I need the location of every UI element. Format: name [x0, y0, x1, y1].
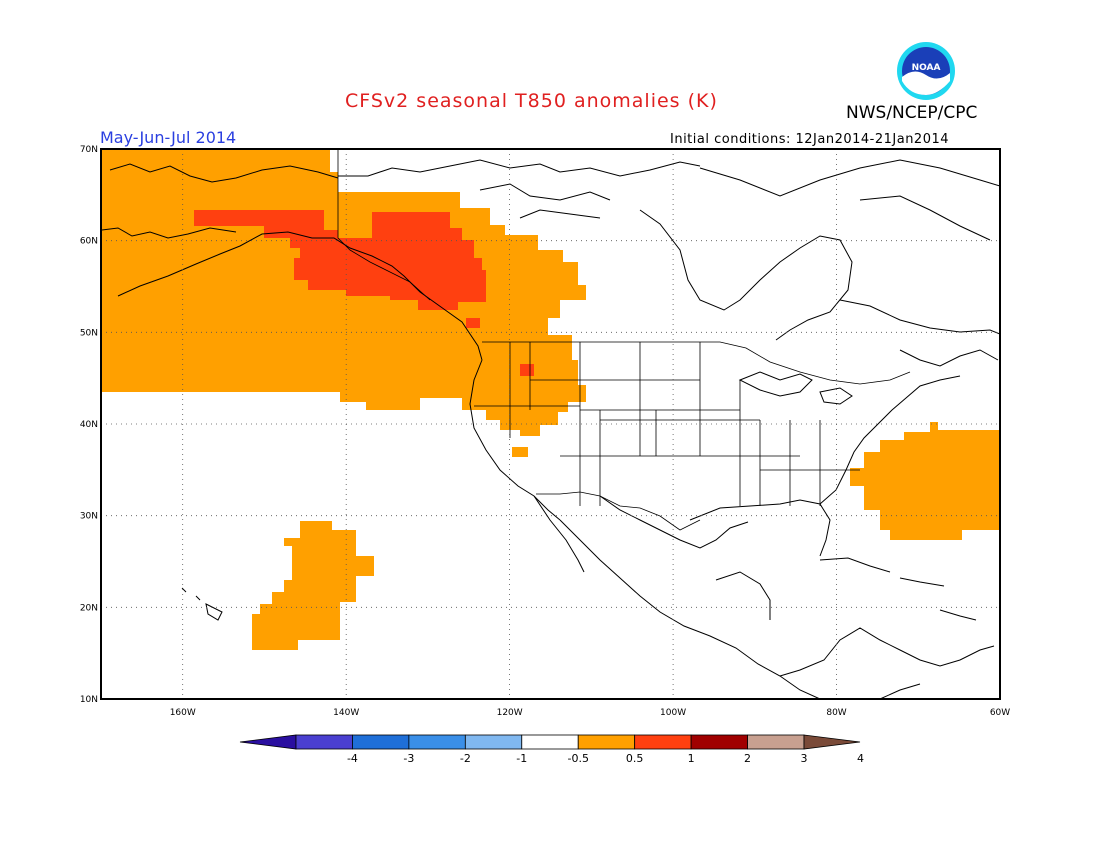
agency-label: NWS/NCEP/CPC — [846, 103, 978, 123]
longitude-axis: 160W 140W 120W 100W 80W 60W — [170, 708, 1011, 718]
lat-tick-label: 30N — [80, 512, 98, 522]
lat-tick-label: 10N — [80, 695, 98, 705]
anomaly-region-western-atlantic — [850, 422, 1000, 540]
coastlines — [101, 159, 1000, 699]
lat-tick-label: 70N — [80, 145, 98, 155]
colorbar-label: 2 — [744, 752, 751, 765]
colorbar-swatch — [295, 734, 353, 750]
lon-tick-label: 160W — [170, 708, 196, 718]
colorbar-label: -2 — [460, 752, 471, 765]
initial-conditions-label: Initial conditions: 12Jan2014-21Jan2014 — [670, 132, 950, 147]
lon-tick-label: 140W — [333, 708, 359, 718]
colorbar-swatch — [464, 734, 523, 750]
colorbar-max-arrow — [803, 734, 861, 750]
lon-tick-label: 120W — [497, 708, 523, 718]
colorbar-label: -3 — [403, 752, 414, 765]
map-title: CFSv2 seasonal T850 anomalies (K) — [345, 90, 718, 112]
anomaly-region-northeast-pacific — [101, 149, 586, 457]
colorbar-label: -1 — [516, 752, 527, 765]
colorbar-label: 4 — [857, 752, 864, 765]
lat-tick-label: 60N — [80, 237, 98, 247]
map-frame — [100, 148, 1001, 700]
lon-tick-label: 80W — [826, 708, 846, 718]
colorbar-label: 3 — [801, 752, 808, 765]
lat-tick-label: 40N — [80, 420, 98, 430]
lon-tick-label: 100W — [660, 708, 686, 718]
colorbar-swatch — [577, 734, 636, 750]
colorbar: -4 -3 -2 -1 -0.5 0.5 1 2 3 4 — [239, 734, 864, 765]
svg-text:NOAA: NOAA — [912, 63, 941, 73]
political-boundaries — [337, 149, 911, 531]
colorbar-swatch — [634, 734, 692, 750]
colorbar-swatch — [408, 734, 466, 750]
colorbar-label: 0.5 — [626, 752, 644, 765]
lat-tick-label: 50N — [80, 328, 98, 338]
anomaly-region-hawaii — [252, 521, 374, 650]
lon-tick-label: 60W — [990, 708, 1010, 718]
noaa-logo-icon: NOAA — [897, 42, 955, 100]
colorbar-swatch — [747, 734, 805, 750]
colorbar-swatch — [352, 734, 410, 750]
lat-tick-label: 20N — [80, 603, 98, 613]
colorbar-label: 1 — [688, 752, 695, 765]
colorbar-min-arrow — [239, 734, 297, 750]
latitude-axis: 10N 20N 30N 40N 50N 60N 70N — [80, 145, 98, 705]
colorbar-label: -0.5 — [567, 752, 588, 765]
colorbar-label: -4 — [347, 752, 358, 765]
season-label: May-Jun-Jul 2014 — [100, 128, 237, 147]
colorbar-swatch — [690, 734, 748, 750]
grid-lines — [101, 149, 1000, 699]
colorbar-swatch — [521, 734, 579, 750]
